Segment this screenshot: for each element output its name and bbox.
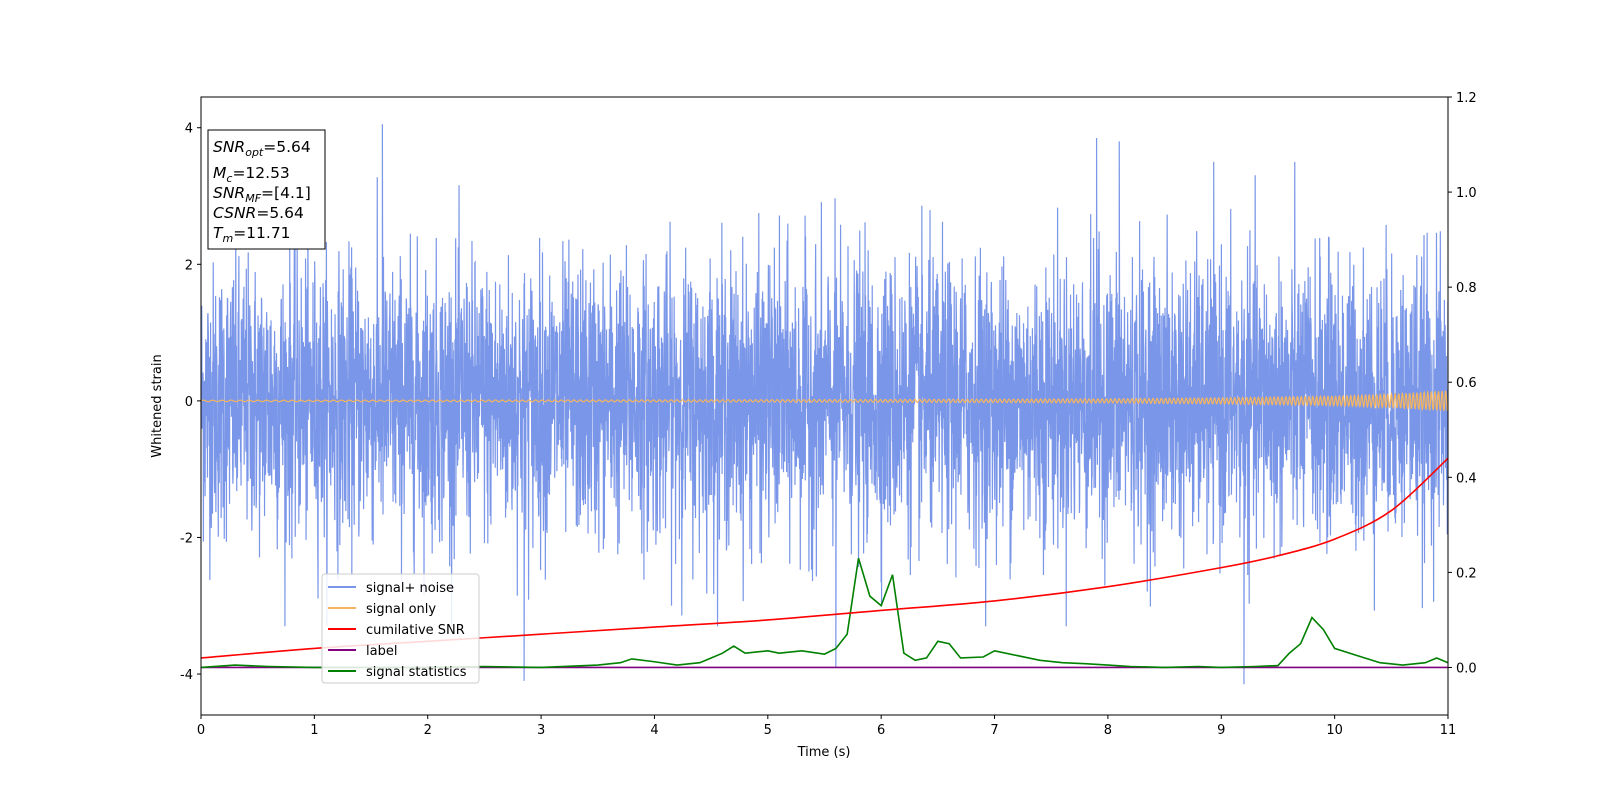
y-axis-label: Whitened strain — [150, 354, 165, 457]
x-tick-label: 9 — [1217, 723, 1225, 738]
x-tick-label: 10 — [1326, 723, 1343, 738]
x-tick-label: 6 — [877, 723, 885, 738]
x-tick-label: 7 — [990, 723, 998, 738]
series-line-signal-only — [201, 389, 1448, 412]
info-box-frame — [207, 129, 326, 250]
x-axis: 0 1 2 3 4 5 6 7 8 9 10 11 — [197, 715, 1456, 738]
info-line: SNRMF=[4.1] — [213, 184, 311, 205]
y2-tick-label: 1.2 — [1456, 91, 1477, 106]
x-tick-label: 11 — [1440, 723, 1457, 738]
x-tick-label: 3 — [537, 723, 545, 738]
legend: signal+ noise signal only cumilative SNR la… — [321, 573, 480, 684]
series-line-signal-statistics — [201, 557, 1448, 669]
info-line: CSNR=5.64 — [213, 204, 304, 222]
y2-tick-label: 0.4 — [1456, 471, 1477, 486]
info-line: Mc=12.53 — [213, 164, 290, 185]
legend-frame — [321, 573, 480, 684]
y-tick-label: 4 — [185, 122, 193, 137]
series-line-signal-noise — [201, 124, 1448, 685]
y-axis-left: -4 -2 0 2 4 — [180, 122, 201, 683]
y-tick-label: 0 — [185, 395, 193, 410]
x-tick-label: 8 — [1104, 723, 1112, 738]
info-line: Tm=11.71 — [213, 224, 291, 245]
y2-tick-label: 0.6 — [1456, 376, 1477, 391]
x-tick-label: 5 — [764, 723, 772, 738]
legend-label: signal only — [366, 602, 436, 617]
y2-tick-label: 0.0 — [1456, 661, 1477, 676]
plot-frame — [200, 96, 1449, 716]
x-tick-label: 1 — [310, 723, 318, 738]
legend-label: label — [366, 644, 397, 659]
legend-label: cumilative SNR — [366, 623, 465, 638]
y-tick-label: 2 — [185, 258, 193, 273]
x-tick-label: 0 — [197, 723, 205, 738]
x-tick-label: 2 — [424, 723, 432, 738]
legend-label: signal+ noise — [366, 581, 454, 596]
info-line: SNRopt=5.64 — [213, 138, 311, 159]
y2-tick-label: 0.8 — [1456, 281, 1477, 296]
legend-label: signal statistics — [366, 665, 467, 680]
y-tick-label: -2 — [180, 531, 193, 546]
x-axis-label: Time (s) — [797, 745, 851, 760]
y2-tick-label: 0.2 — [1456, 566, 1477, 581]
x-tick-label: 4 — [650, 723, 658, 738]
y2-tick-label: 1.0 — [1456, 186, 1477, 201]
y-tick-label: -4 — [180, 668, 193, 683]
y-axis-right: 0.0 0.2 0.4 0.6 0.8 1.0 1.2 — [1448, 91, 1477, 676]
